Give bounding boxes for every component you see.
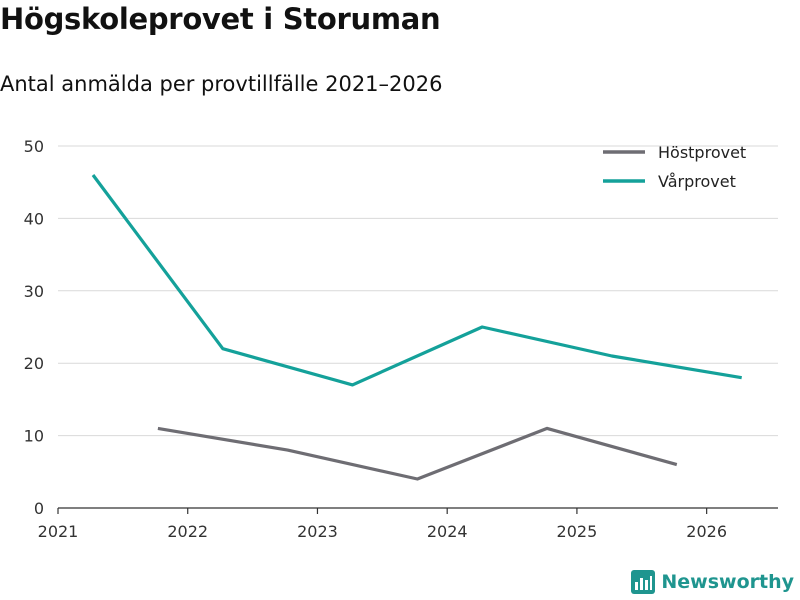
y-tick-label: 10 xyxy=(24,427,44,446)
series-lines xyxy=(91,174,742,481)
y-tick-label: 0 xyxy=(34,499,44,518)
legend: Höstprovet Vårprovet xyxy=(603,143,746,191)
brand-logo: Newsworthy xyxy=(631,570,794,594)
chart-subtitle: Antal anmälda per provtillfälle 2021–202… xyxy=(0,72,443,96)
chart-title: Högskoleprovet i Storuman xyxy=(0,2,441,36)
series-line-varprovet xyxy=(91,174,742,387)
bar-chart-logo-icon xyxy=(631,570,656,594)
x-tick-label: 2021 xyxy=(38,522,79,541)
x-tick-label: 2026 xyxy=(686,522,727,541)
legend-label: Vårprovet xyxy=(658,172,736,191)
axes: 0 10 20 30 40 50 2021 2022 2023 2024 2025 2026 xyxy=(24,137,778,541)
x-tick-label: 2023 xyxy=(297,522,338,541)
legend-label: Höstprovet xyxy=(658,143,746,162)
x-tick-label: 2024 xyxy=(427,522,468,541)
x-tick-label: 2022 xyxy=(167,522,208,541)
series-line-hostprovet xyxy=(157,426,678,481)
brand-name: Newsworthy xyxy=(661,571,794,593)
y-tick-label: 50 xyxy=(24,137,44,156)
y-tick-label: 20 xyxy=(24,354,44,373)
x-tick-label: 2025 xyxy=(557,522,598,541)
y-tick-label: 30 xyxy=(24,282,44,301)
y-tick-label: 40 xyxy=(24,209,44,228)
